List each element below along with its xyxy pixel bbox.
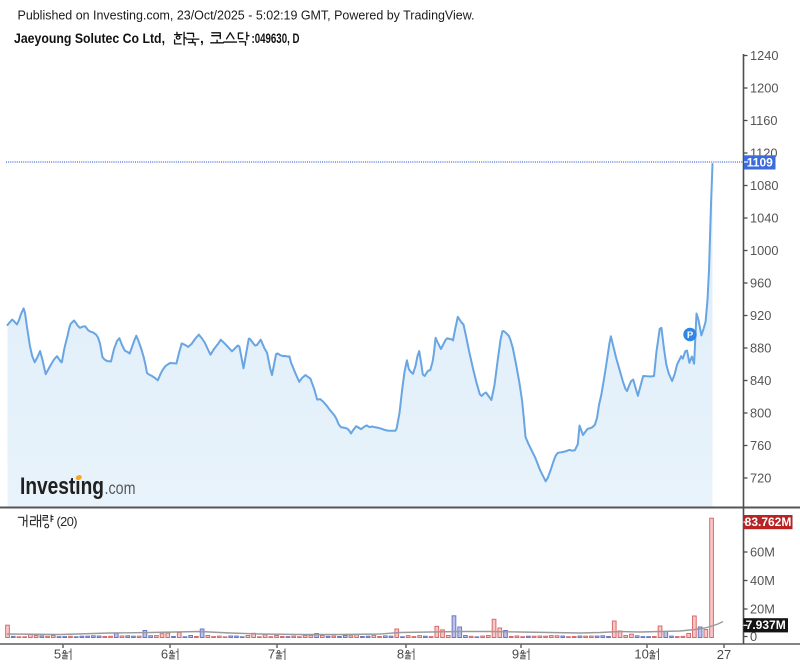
svg-text:1040: 1040 [750,210,778,225]
svg-text:720: 720 [750,470,771,485]
svg-text:6: 6 [161,647,168,662]
svg-text:760: 760 [750,438,771,453]
svg-text:960: 960 [750,275,771,290]
svg-text:8: 8 [397,647,404,662]
svg-text:1160: 1160 [750,113,778,128]
svg-text:1240: 1240 [750,48,778,63]
svg-text:,: , [200,31,204,46]
svg-text:1080: 1080 [750,178,778,193]
svg-text:7.937M: 7.937M [746,618,786,632]
svg-text:9: 9 [512,647,519,662]
svg-text:1200: 1200 [750,80,778,95]
svg-text:0: 0 [750,629,757,644]
svg-text:Published on Investing.com, 23: Published on Investing.com, 23/Oct/2025 … [18,8,475,23]
svg-text:60M: 60M [750,544,775,559]
svg-text:27: 27 [717,647,731,662]
svg-text:Jaeyoung Solutec Co Ltd,: Jaeyoung Solutec Co Ltd, [14,31,165,46]
svg-text:.com: .com [105,478,136,498]
svg-text:800: 800 [750,405,771,420]
svg-text:(20): (20) [57,514,78,529]
svg-text:7: 7 [268,647,275,662]
svg-text:20M: 20M [750,601,775,616]
svg-text:P: P [687,330,694,341]
svg-text:40M: 40M [750,573,775,588]
svg-text:1000: 1000 [750,243,778,258]
svg-text:840: 840 [750,373,771,388]
svg-text::049630, D: :049630, D [252,31,300,46]
svg-text:83.762M: 83.762M [745,515,792,529]
svg-text:880: 880 [750,340,771,355]
svg-text:5: 5 [54,647,61,662]
svg-text:920: 920 [750,308,771,323]
svg-text:Investing: Investing [20,473,104,500]
svg-text:10: 10 [634,647,648,662]
svg-text:1109: 1109 [747,155,773,169]
